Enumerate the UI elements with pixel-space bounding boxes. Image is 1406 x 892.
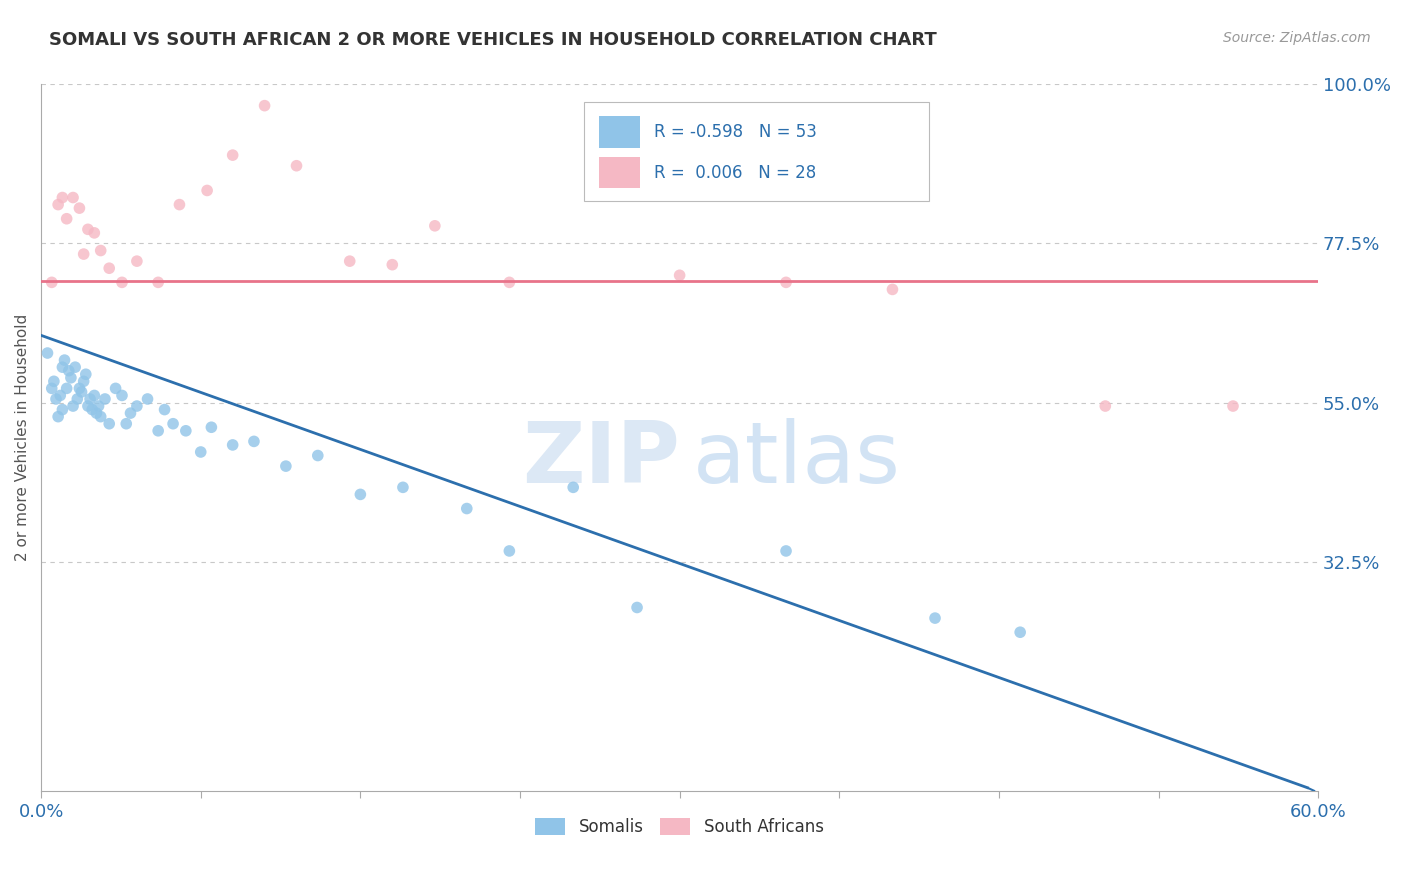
Point	[41, 276, 63, 290]
Point	[46, 197, 69, 211]
Point	[94, 392, 117, 406]
Point	[46, 409, 69, 424]
Text: ZIP: ZIP	[522, 417, 679, 500]
FancyBboxPatch shape	[599, 156, 640, 188]
Point	[67, 201, 90, 215]
Point	[63, 360, 86, 375]
Point	[82, 402, 104, 417]
Point	[115, 417, 138, 431]
Point	[339, 254, 361, 268]
Point	[87, 399, 110, 413]
Text: atlas: atlas	[692, 417, 900, 500]
Point	[55, 381, 77, 395]
Point	[392, 480, 415, 494]
Point	[190, 445, 212, 459]
Point	[1010, 625, 1032, 640]
Point	[626, 600, 648, 615]
Point	[221, 148, 243, 162]
Point	[42, 374, 65, 388]
Point	[153, 402, 176, 417]
Y-axis label: 2 or more Vehicles in Household: 2 or more Vehicles in Household	[15, 314, 30, 561]
Point	[51, 190, 73, 204]
Point	[1222, 399, 1244, 413]
Point	[90, 409, 112, 424]
Point	[66, 392, 89, 406]
FancyBboxPatch shape	[599, 116, 640, 148]
Point	[253, 98, 276, 112]
Point	[62, 399, 84, 413]
Point	[882, 282, 904, 296]
Point	[174, 424, 197, 438]
Legend: Somalis, South Africans: Somalis, South Africans	[529, 812, 831, 843]
Point	[924, 611, 946, 625]
Point	[285, 159, 308, 173]
Point	[195, 184, 218, 198]
Point	[70, 384, 93, 399]
Text: SOMALI VS SOUTH AFRICAN 2 OR MORE VEHICLES IN HOUSEHOLD CORRELATION CHART: SOMALI VS SOUTH AFRICAN 2 OR MORE VEHICL…	[49, 31, 936, 49]
Point	[381, 258, 404, 272]
FancyBboxPatch shape	[583, 102, 928, 201]
Text: R = -0.598   N = 53: R = -0.598 N = 53	[654, 123, 817, 141]
Text: R =  0.006   N = 28: R = 0.006 N = 28	[654, 164, 817, 182]
Point	[562, 480, 585, 494]
Point	[498, 276, 520, 290]
Point	[37, 346, 59, 360]
Text: Source: ZipAtlas.com: Source: ZipAtlas.com	[1223, 31, 1371, 45]
Point	[104, 381, 127, 395]
Point	[86, 406, 108, 420]
Point	[77, 222, 100, 236]
Point	[307, 449, 329, 463]
Point	[111, 276, 134, 290]
Point	[498, 544, 520, 558]
Point	[53, 353, 76, 368]
Point	[55, 211, 77, 226]
Point	[51, 402, 73, 417]
Point	[58, 364, 80, 378]
Point	[67, 381, 90, 395]
Point	[349, 487, 371, 501]
Point	[146, 276, 169, 290]
Point	[125, 254, 148, 268]
Point	[136, 392, 159, 406]
Point	[51, 360, 73, 375]
Point	[775, 544, 797, 558]
Point	[146, 424, 169, 438]
Point	[77, 399, 100, 413]
Point	[98, 417, 121, 431]
Point	[162, 417, 184, 431]
Point	[120, 406, 142, 420]
Point	[73, 374, 96, 388]
Point	[83, 388, 105, 402]
Point	[45, 392, 67, 406]
Point	[90, 244, 112, 258]
Point	[1094, 399, 1116, 413]
Point	[59, 371, 82, 385]
Point	[49, 388, 72, 402]
Point	[243, 434, 266, 449]
Point	[274, 459, 297, 474]
Point	[200, 420, 222, 434]
Point	[62, 190, 84, 204]
Point	[169, 197, 191, 211]
Point	[79, 392, 101, 406]
Point	[75, 368, 97, 382]
Point	[668, 268, 690, 283]
Point	[98, 261, 121, 276]
Point	[456, 501, 478, 516]
Point	[73, 247, 96, 261]
Point	[423, 219, 446, 233]
Point	[41, 381, 63, 395]
Point	[83, 226, 105, 240]
Point	[775, 276, 797, 290]
Point	[111, 388, 134, 402]
Point	[125, 399, 148, 413]
Point	[221, 438, 243, 452]
